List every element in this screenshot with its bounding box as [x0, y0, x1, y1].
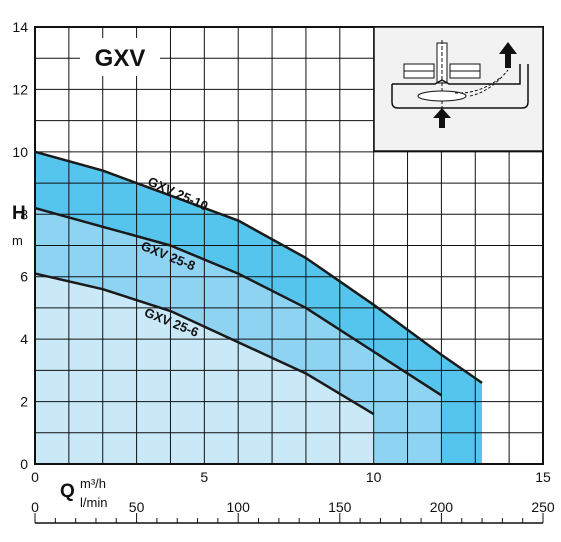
y-axis-unit: m [12, 233, 23, 248]
x-tick-label: 5 [200, 469, 208, 485]
curve-gxv-25-10 [34, 150, 483, 384]
y-tick-label: 8 [20, 206, 28, 222]
x-axis-unit-bottom: l/min [80, 495, 107, 510]
curve-gxv-25-8 [34, 206, 443, 397]
y-tick-label: 0 [20, 456, 28, 472]
y-tick-label: 12 [12, 81, 28, 97]
x-tick-label: 0 [31, 469, 39, 485]
y-tick-label: 6 [20, 269, 28, 285]
x-tick-label: 10 [366, 469, 382, 485]
secondary-axis-minor-ticks [34, 513, 544, 523]
x2-tick-label: 150 [328, 499, 352, 515]
x2-tick-labels: 0 50 100 150 200 250 [31, 499, 555, 515]
x-tick-labels: 0 5 10 15 [31, 469, 551, 485]
x-axis-unit-top: m³/h [80, 476, 106, 491]
x2-tick-label: 250 [531, 499, 555, 515]
x2-tick-label: 50 [129, 499, 145, 515]
title-box [80, 38, 160, 76]
curve-gxv-25-6 [34, 272, 375, 416]
y-tick-label: 10 [12, 144, 28, 160]
y-tick-label: 4 [20, 331, 28, 347]
y-axis-label: H [12, 203, 26, 224]
y-tick-labels: 0 2 4 6 8 10 12 14 [12, 19, 28, 472]
plot-frame [34, 26, 544, 465]
x2-tick-label: 0 [31, 499, 39, 515]
x-axis-label: Q [60, 481, 75, 502]
y-tick-label: 14 [12, 19, 28, 35]
y-tick-label: 2 [20, 394, 28, 410]
x-tick-label: 15 [535, 469, 551, 485]
pump-schematic-icon [373, 26, 544, 152]
x2-tick-label: 100 [227, 499, 251, 515]
x2-tick-label: 200 [430, 499, 454, 515]
chart-title: GXV [95, 45, 146, 72]
